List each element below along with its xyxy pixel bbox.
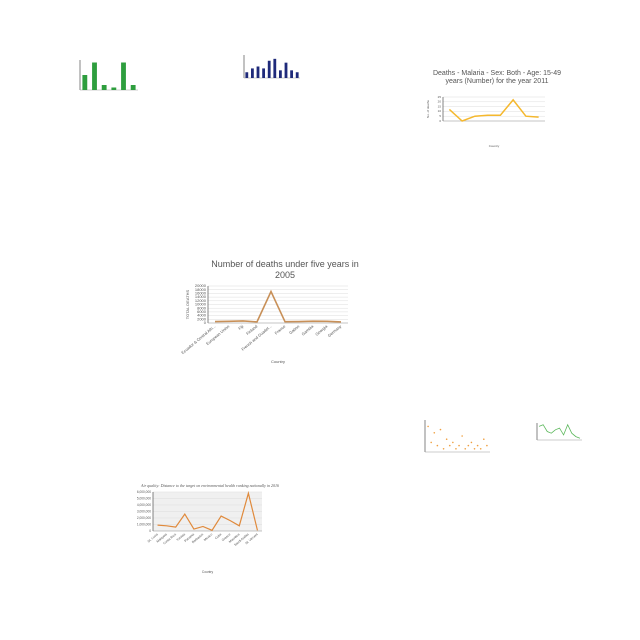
x-tick-label: Tunisia [176, 532, 187, 542]
y-tick-label: 6,000,000 [137, 490, 151, 494]
y-tick-label: 10000 [195, 302, 207, 307]
chart [424, 420, 490, 453]
y-tick-label: 25 [438, 95, 442, 99]
x-tick-label: Gabon [288, 324, 300, 336]
y-tick-label: 5 [439, 114, 441, 118]
y-tick-label: 5,000,000 [137, 496, 151, 500]
x-tick-label: Germany [327, 324, 343, 338]
x-axis-label: Country [489, 144, 500, 148]
y-tick-label: 18000 [195, 287, 207, 292]
y-tick-label: 0 [149, 529, 151, 533]
line [157, 490, 259, 532]
y-tick-label: 6000 [197, 309, 207, 314]
y-tick-label: 10 [438, 109, 442, 113]
x-tick-label: Malaysia [156, 532, 168, 543]
point [458, 444, 460, 447]
bar [111, 87, 117, 90]
y-tick-label: 2,000,000 [137, 516, 151, 520]
chart [536, 423, 582, 441]
point [433, 432, 436, 434]
point [479, 448, 482, 450]
y-axis-label: No. of deaths [426, 100, 430, 118]
bar [82, 75, 88, 90]
bar [101, 85, 107, 90]
x-tick-label: Gambia [300, 323, 315, 336]
y-tick-label: 2000 [197, 316, 207, 321]
y-tick-label: 0 [204, 320, 207, 325]
y-tick-label: 4000 [197, 313, 207, 318]
point [448, 444, 451, 447]
y-tick-label: 8000 [197, 305, 207, 310]
point [470, 441, 473, 444]
bar [262, 68, 265, 78]
y-tick-label: 12000 [195, 298, 207, 303]
x-axis-label: Country [202, 570, 214, 574]
line [214, 289, 342, 323]
bar [256, 66, 260, 78]
bar [284, 62, 288, 78]
y-tick-label: 14000 [195, 294, 207, 299]
bar [267, 60, 271, 78]
point [473, 448, 476, 450]
point [486, 444, 488, 447]
point [464, 448, 467, 450]
point [427, 425, 429, 428]
y-tick-label: 20 [438, 100, 442, 104]
y-tick-label: 0 [439, 119, 441, 123]
point [455, 448, 457, 450]
chart-title: Number of deaths under five years in 200… [211, 259, 359, 280]
point [436, 444, 439, 447]
point [461, 435, 463, 437]
y-tick-label: 3,000,000 [137, 509, 151, 513]
x-tick-label: St. Lucia [147, 532, 159, 543]
bar [245, 72, 249, 78]
x-axis-label: Country [271, 359, 285, 364]
bar [279, 70, 282, 78]
bar [121, 62, 126, 90]
bar [273, 58, 277, 78]
chart [243, 55, 300, 79]
chart: 0200040006000800010000120001400016000180… [180, 283, 348, 364]
chart [79, 60, 138, 91]
x-tick-label: Panama [183, 532, 195, 543]
x-tick-label: Mauritius [228, 532, 241, 544]
chart: 0 1,000,000 2,000,000 3,000,000 4,000,000 5,0… [137, 490, 262, 574]
x-tick-label: Cuba [214, 532, 223, 540]
point [452, 441, 454, 444]
x-tick-label: Greece [221, 532, 232, 542]
chart-title: Air quality: Distance to the target on e… [141, 483, 279, 488]
y-axis-label: TOTAL DEATHS [185, 289, 190, 319]
point [442, 448, 445, 450]
bar [92, 62, 97, 90]
bar [290, 70, 293, 78]
x-tick-label: Fiji [237, 324, 244, 331]
x-tick-label: France [274, 323, 287, 335]
bar [130, 85, 136, 90]
chart-title: Deaths - Malaria - Sex: Both - Age: 15-4… [432, 70, 561, 86]
y-tick-label: 1,000,000 [137, 522, 151, 526]
bar [295, 72, 299, 78]
line [448, 98, 539, 122]
point [467, 444, 470, 447]
y-tick-label: 20000 [195, 283, 207, 288]
point [430, 441, 432, 444]
x-tick-label: Mexico [203, 532, 213, 542]
point [483, 438, 485, 441]
point [476, 444, 479, 447]
y-tick-label: 15 [438, 104, 442, 108]
point [445, 438, 448, 441]
y-tick-label: 4,000,000 [137, 503, 151, 507]
point [439, 428, 442, 431]
line [538, 423, 581, 439]
y-tick-label: 16000 [195, 290, 207, 295]
bar [251, 68, 254, 78]
